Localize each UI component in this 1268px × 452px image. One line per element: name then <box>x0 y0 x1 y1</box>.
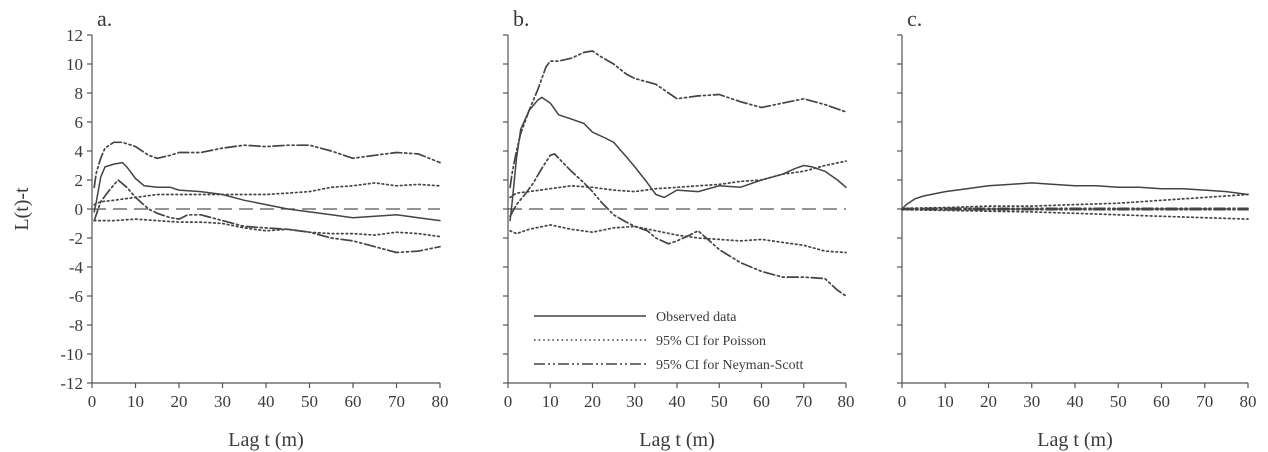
series-95-ci-for-neyman-scott-lower <box>93 179 441 254</box>
series-95-ci-for-neyman-scott-lower <box>509 153 847 297</box>
x-axis-label: Lag t (m) <box>228 429 304 451</box>
series-observed-data <box>509 96 847 222</box>
y-tick-label: -10 <box>60 345 83 364</box>
series-95-ci-for-neyman-scott-upper <box>509 50 847 189</box>
x-tick-label: 30 <box>1023 392 1040 411</box>
x-tick-label: 10 <box>127 392 144 411</box>
series-observed-data <box>901 182 1249 210</box>
x-tick-label: 30 <box>214 392 231 411</box>
x-tick-label: 70 <box>388 392 405 411</box>
series-95-ci-for-poisson-upper <box>509 160 847 199</box>
x-tick-label: 0 <box>88 392 97 411</box>
panel-label: c. <box>907 6 922 31</box>
series-95-ci-for-poisson-upper <box>93 182 441 206</box>
x-tick-label: 70 <box>1196 392 1213 411</box>
series-observed-data <box>93 161 441 222</box>
y-tick-label: 10 <box>66 55 83 74</box>
legend: Observed data 95% CI for Poisson 95% CI fo… <box>534 310 803 373</box>
x-tick-label: 20 <box>584 392 601 411</box>
x-tick-label: 10 <box>937 392 954 411</box>
x-tick-label: 70 <box>795 392 812 411</box>
panel-2: 0 10 20 30 40 50 60 70 80 Lag t (m) b. <box>503 6 855 451</box>
x-tick-label: 50 <box>711 392 728 411</box>
x-tick-label: 40 <box>669 392 686 411</box>
y-tick-label: 2 <box>75 171 84 190</box>
legend-label: Observed data <box>656 310 737 325</box>
legend-item: 95% CI for Poisson <box>534 334 766 349</box>
x-tick-label: 0 <box>898 392 907 411</box>
series-95-ci-for-poisson-upper <box>901 193 1249 210</box>
series-95-ci-for-neyman-scott-upper <box>93 141 441 189</box>
y-tick-label: 4 <box>75 142 84 161</box>
x-tick-label: 50 <box>301 392 318 411</box>
series-95-ci-for-poisson-lower <box>901 208 1249 220</box>
x-tick-label: 60 <box>753 392 770 411</box>
legend-item: 95% CI for Neyman-Scott <box>534 358 803 373</box>
y-tick-label: 12 <box>66 26 83 45</box>
y-tick-label: -8 <box>69 316 83 335</box>
x-tick-label: 10 <box>542 392 559 411</box>
panel-1: -12 -10 -8 -6 -4 -2 0 2 4 6 8 10 12 0 10 20 30 40 50 60 70 80… <box>60 6 448 451</box>
x-axis-label: Lag t (m) <box>639 429 715 451</box>
x-tick-label: 50 <box>1110 392 1127 411</box>
y-tick-label: 6 <box>75 113 84 132</box>
x-axis-label: Lag t (m) <box>1037 429 1113 451</box>
x-tick-label: 40 <box>258 392 275 411</box>
panel-label: a. <box>97 6 112 31</box>
series-95-ci-for-poisson-lower <box>509 224 847 254</box>
x-tick-label: 60 <box>345 392 362 411</box>
x-tick-label: 30 <box>626 392 643 411</box>
legend-label: 95% CI for Poisson <box>656 334 766 349</box>
y-tick-label: -4 <box>69 258 84 277</box>
x-tick-label: 40 <box>1067 392 1084 411</box>
y-axis-label: L(t)-t <box>11 187 33 231</box>
legend-item: Observed data <box>534 310 737 325</box>
panels: -12 -10 -8 -6 -4 -2 0 2 4 6 8 10 12 0 10 20 30 40 50 60 70 80… <box>60 6 1256 451</box>
legend-label: 95% CI for Neyman-Scott <box>656 358 803 373</box>
y-tick-label: 0 <box>75 200 84 219</box>
x-tick-label: 0 <box>504 392 513 411</box>
x-tick-label: 80 <box>838 392 855 411</box>
x-tick-label: 60 <box>1153 392 1170 411</box>
x-tick-label: 80 <box>1240 392 1257 411</box>
panel-label: b. <box>513 6 530 31</box>
y-tick-label: -12 <box>60 374 83 393</box>
x-tick-label: 80 <box>432 392 449 411</box>
x-tick-label: 20 <box>980 392 997 411</box>
series-95-ci-for-poisson-lower <box>93 218 441 238</box>
y-tick-label: 8 <box>75 84 84 103</box>
panel-3: 0 10 20 30 40 50 60 70 80 Lag t (m) c. <box>897 6 1257 451</box>
y-tick-label: -6 <box>69 287 83 306</box>
y-tick-label: -2 <box>69 229 83 248</box>
x-tick-label: 20 <box>171 392 188 411</box>
